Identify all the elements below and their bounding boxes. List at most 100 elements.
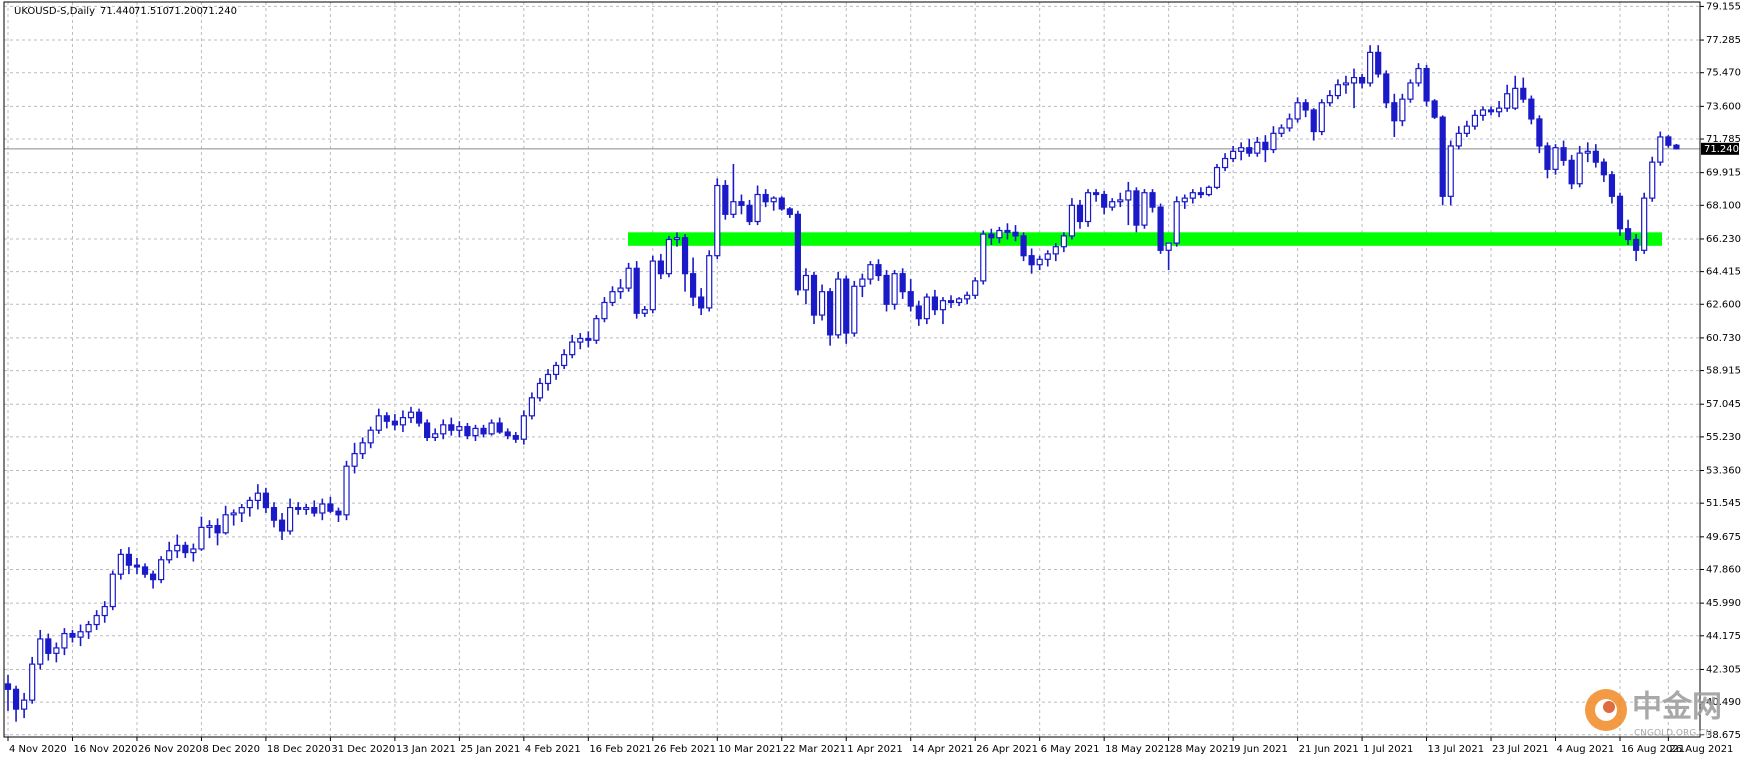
candle-body	[698, 296, 705, 309]
candle-body	[1487, 109, 1495, 113]
candle-body	[133, 564, 141, 568]
candle-body	[1044, 253, 1051, 260]
x-tick-label: 4 Aug 2021	[1557, 744, 1615, 755]
candle-body	[770, 197, 777, 203]
ohlc-low: 71.200	[168, 6, 203, 17]
zone-layer	[4, 148, 1700, 246]
candle-layer	[4, 45, 1680, 722]
candle-body	[657, 260, 664, 275]
candle-body	[1358, 76, 1366, 84]
candle-body	[1391, 102, 1398, 122]
candle-body	[93, 614, 100, 626]
candle-body	[53, 647, 60, 654]
candle-body	[21, 699, 28, 710]
candle-body	[923, 296, 930, 320]
y-tick-label: 79.155	[1706, 1, 1741, 12]
candle-body	[746, 204, 753, 223]
candle-body	[843, 278, 850, 334]
y-tick-label: 60.730	[1706, 333, 1741, 344]
candle-body	[1439, 116, 1446, 197]
x-tick-label: 6 May 2021	[1041, 744, 1100, 755]
candle-body	[1012, 231, 1019, 237]
candle-body	[1415, 67, 1422, 84]
candle-body	[375, 415, 382, 431]
candle-body	[158, 559, 165, 581]
candle-body	[319, 503, 326, 514]
y-tick-label: 69.915	[1706, 168, 1741, 179]
candle-body	[1495, 107, 1503, 113]
x-tick-label: 18 May 2021	[1105, 744, 1170, 755]
candle-body	[1624, 228, 1632, 241]
candle-body	[1592, 150, 1599, 163]
x-tick-label: 4 Feb 2021	[525, 744, 581, 755]
candle-body	[480, 427, 487, 435]
candle-body	[1455, 132, 1462, 147]
candle-body	[649, 260, 656, 311]
candle-body	[520, 415, 527, 440]
plot-frame	[3, 1, 1701, 738]
candle-body	[561, 354, 568, 367]
candle-body	[593, 318, 600, 341]
candle-body	[1270, 132, 1277, 151]
x-tick-label: 23 Jul 2021	[1492, 744, 1549, 755]
watermark-name: 中金网	[1632, 690, 1722, 725]
candle-body	[891, 273, 898, 305]
axis-layer: 79.155 77.285 75.470 73.600 71.785 69.915 68.1…	[7, 1, 1741, 755]
candle-body	[1616, 195, 1624, 230]
x-tick-label: 16 Feb 2021	[589, 744, 651, 755]
candle-body	[1479, 109, 1487, 116]
ohlc-close: 71.240	[202, 6, 237, 17]
candle-body	[383, 415, 390, 422]
last-price-box	[1701, 142, 1739, 155]
candle-body	[1463, 125, 1470, 134]
x-tick-label: 13 Jan 2021	[396, 744, 456, 755]
candle-body	[1383, 73, 1390, 104]
x-tick-label: 8 Dec 2020	[202, 744, 260, 755]
y-tick-label: 45.990	[1706, 598, 1741, 609]
candle-body	[1528, 98, 1535, 120]
candle-body	[117, 553, 124, 575]
candle-body	[1576, 152, 1583, 185]
ohlc-high: 71.510	[134, 6, 169, 17]
candle-body	[641, 309, 648, 314]
candle-body	[214, 524, 221, 534]
candle-body	[399, 417, 407, 426]
y-tick-label: 68.100	[1706, 200, 1741, 211]
candle-body	[754, 193, 761, 223]
candle-body	[1431, 100, 1438, 118]
x-tick-label: 4 Nov 2020	[9, 744, 67, 755]
y-tick-label: 77.285	[1706, 35, 1741, 46]
candle-body	[1197, 192, 1204, 196]
candle-body	[407, 411, 415, 419]
y-tick-label: 53.360	[1706, 466, 1741, 477]
candle-body	[1278, 127, 1285, 134]
x-tick-label: 22 Mar 2021	[783, 744, 846, 755]
candle-body	[802, 274, 810, 291]
candle-body	[1052, 246, 1059, 255]
candle-body	[1157, 206, 1164, 251]
candle-body	[633, 267, 640, 314]
candle-body	[1520, 87, 1527, 100]
candle-body	[101, 605, 108, 617]
candle-body	[988, 233, 995, 239]
candle-body	[1221, 157, 1229, 169]
candle-body	[955, 298, 963, 304]
candle-body	[1673, 144, 1680, 150]
candle-body	[1165, 242, 1172, 251]
candle-body	[141, 566, 149, 575]
candle-body	[1342, 82, 1350, 86]
x-tick-label: 13 Jul 2021	[1428, 744, 1485, 755]
candle-body	[1028, 255, 1035, 266]
candle-body	[262, 492, 270, 509]
candle-body	[174, 544, 181, 552]
candle-body	[528, 397, 536, 417]
candle-body	[738, 201, 745, 206]
candle-body	[996, 229, 1003, 239]
candle-body	[577, 337, 584, 343]
y-tick-label: 58.915	[1706, 366, 1741, 377]
candle-body	[722, 184, 729, 215]
y-tick-label: 51.545	[1706, 498, 1741, 509]
candle-body	[456, 426, 463, 431]
